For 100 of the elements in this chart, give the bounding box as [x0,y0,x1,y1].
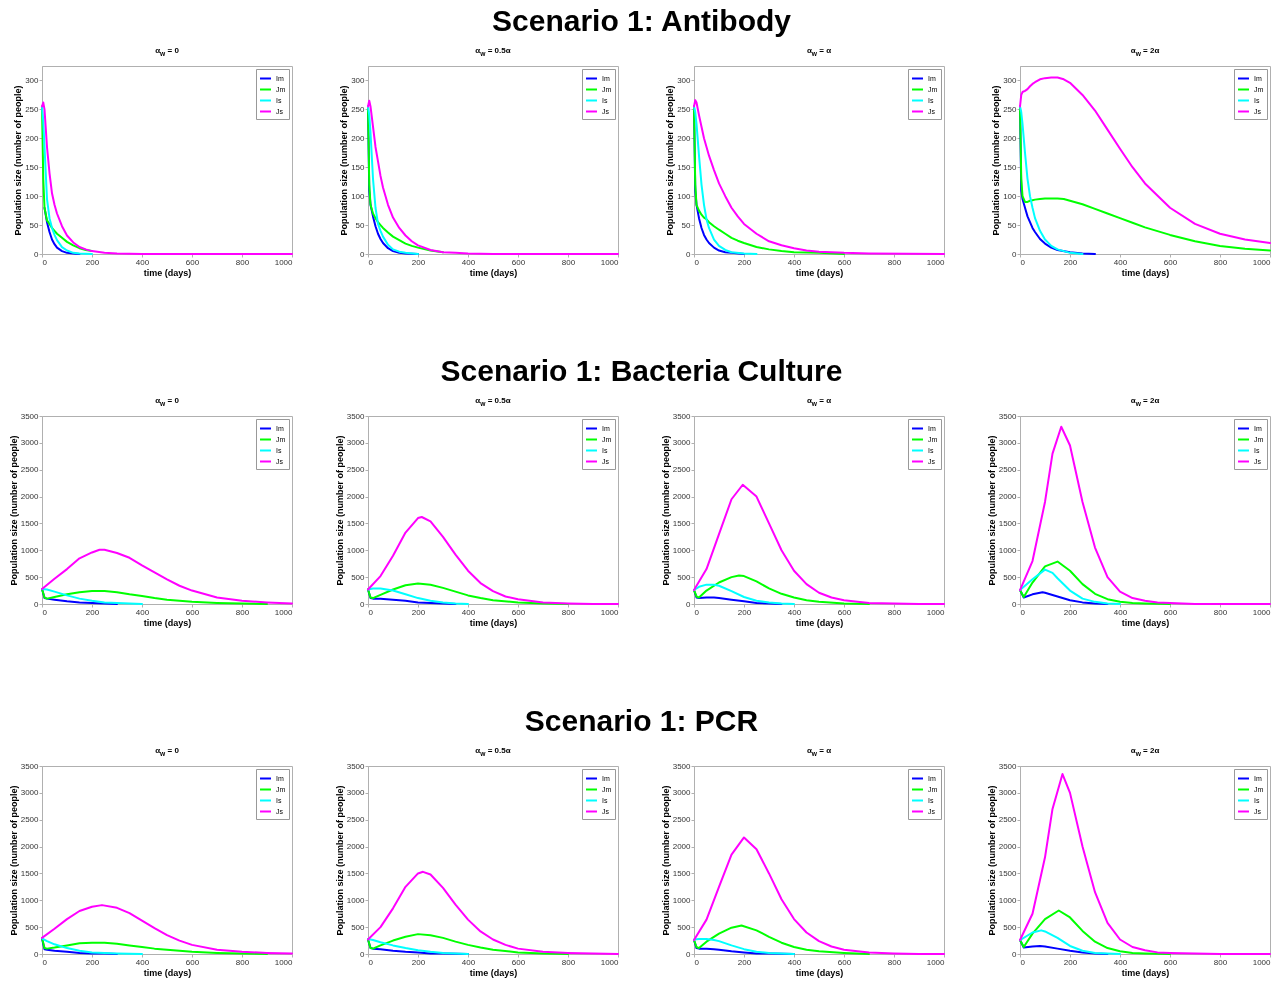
x-tick-label: 600 [1163,257,1178,267]
y-axis-title: Population size (number of people) [986,435,997,586]
line-series [693,99,945,255]
line-series [693,574,870,605]
y-tick-label: 2500 [346,465,366,475]
y-tick-label: 2000 [20,492,40,502]
line-series [367,515,619,605]
x-axis-title: time (days) [795,617,844,628]
x-tick-label: 600 [1163,957,1178,967]
x-tick-label: 800 [561,257,576,267]
x-tick-label: 400 [135,607,150,617]
x-tick-label: 600 [511,607,526,617]
x-tick-label: 0 [368,607,374,617]
x-tick-label: 0 [42,607,48,617]
line-series [41,937,143,955]
y-tick-label: 3000 [998,438,1018,448]
y-tick-label: 1000 [672,895,692,905]
y-tick-label: 1500 [346,868,366,878]
y-tick-label: 3000 [672,788,692,798]
x-tick-label: 800 [887,607,902,617]
y-tick-label: 2500 [998,465,1018,475]
y-tick-label: 0 [360,249,366,259]
x-tick-label: 600 [185,257,200,267]
y-tick-label: 250 [351,104,366,114]
x-tick-label: 0 [1020,257,1026,267]
x-axis-title: time (days) [469,267,518,278]
y-tick-label: 250 [1003,104,1018,114]
x-tick-label: 400 [461,607,476,617]
text: Scenario 1: PCR [523,704,760,738]
y-tick-label: 0 [34,949,40,959]
chart-title: α$_{w}$ = 0.5α [474,46,512,57]
chart-title: α$_{w}$ = 2α [1129,746,1161,757]
y-tick-label: 150 [677,162,692,172]
line-series [367,105,419,255]
y-tick-label: 500 [1003,572,1018,582]
y-axis-title: Population size (number of people) [660,435,671,586]
line-series [1019,76,1271,245]
x-tick-label: 600 [837,957,852,967]
line-series [41,587,143,605]
y-tick-label: 3000 [672,438,692,448]
line-series [367,99,619,255]
x-tick-label: 800 [235,257,250,267]
x-tick-label: 600 [185,957,200,967]
x-tick-label: 600 [185,607,200,617]
line-series [367,582,569,605]
x-tick-label: 1000 [1252,257,1272,267]
x-tick-label: 400 [787,607,802,617]
y-tick-label: 0 [34,249,40,259]
x-axis-title: time (days) [143,617,192,628]
x-tick-label: 200 [85,257,100,267]
y-tick-label: 0 [686,599,692,609]
y-tick-label: 3500 [346,411,366,421]
text: Scenario 1: Bacteria Culture [439,354,844,388]
y-tick-label: 3000 [346,438,366,448]
y-tick-label: 100 [677,191,692,201]
y-tick-label: 1000 [346,895,366,905]
x-tick-label: 1000 [274,607,294,617]
y-tick-label: 0 [360,949,366,959]
chart-title: α$_{w}$ = α [805,746,833,757]
y-tick-label: 3500 [672,761,692,771]
y-tick-label: 0 [686,949,692,959]
x-tick-label: 600 [511,257,526,267]
x-tick-label: 800 [235,607,250,617]
y-tick-label: 2000 [346,492,366,502]
x-tick-label: 1000 [274,957,294,967]
y-axis-title: Population size (number of people) [665,85,676,236]
y-tick-label: 3500 [672,411,692,421]
y-axis-title: Population size (number of people) [8,435,19,586]
x-tick-label: 0 [368,257,374,267]
y-tick-label: 1000 [672,545,692,555]
y-tick-label: 0 [360,599,366,609]
line-series [693,483,945,605]
chart-title: α$_{w}$ = 2α [1129,396,1161,407]
chart-title: α$_{w}$ = α [805,396,833,407]
y-tick-label: 3000 [346,788,366,798]
y-tick-label: 50 [681,220,692,230]
y-tick-label: 200 [1003,133,1018,143]
line-series [693,105,758,255]
y-tick-label: 1000 [998,545,1018,555]
x-tick-label: 200 [737,607,752,617]
y-tick-label: 200 [677,133,692,143]
x-tick-label: 0 [694,257,700,267]
line-series [693,836,945,955]
x-tick-label: 1000 [600,257,620,267]
chart-title: α$_{w}$ = 2α [1129,46,1161,57]
y-tick-label: 500 [677,572,692,582]
y-tick-label: 0 [1012,599,1018,609]
y-tick-label: 0 [34,599,40,609]
x-axis-title: time (days) [143,267,192,278]
x-tick-label: 1000 [274,257,294,267]
x-tick-label: 600 [511,957,526,967]
y-tick-label: 1000 [20,895,40,905]
line-series [1019,425,1271,605]
y-tick-label: 200 [25,133,40,143]
y-tick-label: 1000 [346,545,366,555]
chart-title: α$_{w}$ = 0 [154,746,180,757]
x-tick-label: 400 [787,957,802,967]
line-series [367,933,569,955]
x-tick-label: 200 [85,957,100,967]
y-axis-title: Population size (number of people) [991,85,1002,236]
